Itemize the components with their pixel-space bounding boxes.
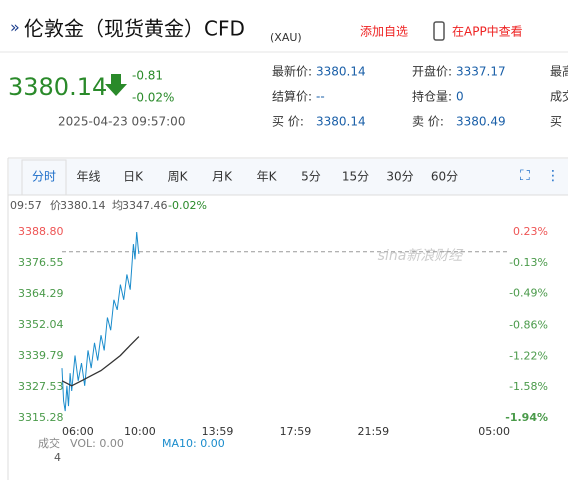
tab-bar [9, 159, 568, 195]
code: (XAU) [270, 31, 302, 44]
info-value: 3380.14 [316, 65, 366, 79]
y-tick-label: 3339.79 [18, 349, 64, 362]
down-arrow [105, 74, 127, 96]
chart-info: 3347.46 [122, 199, 168, 212]
watermark: sina新浪财经 [378, 248, 465, 264]
x-tick-label: 05:00 [478, 425, 510, 438]
y-tick-label: 3315.28 [18, 411, 64, 424]
x-tick-label: 06:00 [62, 425, 94, 438]
volume-label: 成交 [38, 436, 60, 450]
info-label: 最新价: [272, 64, 312, 79]
x-tick-label: 21:59 [357, 425, 389, 438]
tab-active [21, 159, 67, 196]
fullscreen-icon[interactable]: ⛶ [520, 168, 530, 184]
tab[interactable]: 30分 [386, 170, 413, 184]
info-value: 3380.14 [316, 115, 366, 129]
info-label: 开盘价: [412, 64, 452, 79]
phone-icon [433, 21, 445, 41]
info-label: 最高 [550, 64, 568, 79]
open-app[interactable]: 在APP中查看 [452, 24, 523, 39]
info-value: 3380.49 [456, 115, 506, 129]
tab[interactable]: 月K [212, 170, 233, 184]
y-tick-label: 3388.80 [18, 225, 64, 238]
change: -0.81 [132, 69, 163, 83]
y2-tick-label: 0.23% [513, 225, 548, 238]
y-tick-label: 3376.55 [18, 256, 64, 269]
info-label: 买 价: [272, 115, 304, 129]
title: 伦敦金（现货黄金）CFD [24, 17, 245, 41]
price-line [61, 231, 140, 412]
y-tick-label: 3327.53 [18, 380, 64, 393]
prefix: » [10, 18, 20, 37]
tab[interactable]: 5分 [301, 170, 321, 184]
y-tick-label: 3352.04 [18, 318, 64, 331]
tab[interactable]: 15分 [342, 170, 369, 184]
tab[interactable]: 60分 [431, 170, 458, 184]
y2-tick-label: -0.49% [509, 287, 548, 300]
y2-tick-label: -0.13% [509, 256, 548, 269]
chart-info: 均 [112, 199, 123, 212]
quote-time: 2025-04-23 09:57:00 [58, 115, 185, 129]
volume-ma: MA10: 0.00 [162, 437, 225, 450]
info-label: 成交 [550, 89, 568, 104]
tab[interactable]: 分时 [32, 170, 56, 184]
y2-tick-label: -1.94% [505, 411, 548, 424]
tab[interactable]: 日K [123, 170, 144, 184]
info-label: 结算价: [272, 89, 312, 104]
info-label: 卖 价: [412, 115, 444, 129]
chart-info: -0.02% [168, 199, 207, 212]
y2-tick-label: -0.86% [509, 318, 548, 331]
volume-vol: VOL: 0.00 [70, 437, 124, 450]
chart-info: 3380.14 [60, 199, 106, 212]
price: 3380.14 [8, 73, 107, 101]
info-value: 3337.17 [456, 65, 506, 79]
change-pct: -0.02% [132, 91, 174, 105]
y2-tick-label: -1.58% [509, 380, 548, 393]
info-label: 买 [550, 115, 562, 129]
add-watch[interactable]: 添加自选 [360, 25, 408, 39]
info-value: 0 [456, 90, 464, 104]
x-tick-label: 13:59 [202, 425, 234, 438]
tab[interactable]: 年线 [76, 170, 100, 184]
info-label: 持仓量: [412, 89, 452, 104]
y2-tick-label: -1.22% [509, 349, 548, 362]
x-tick-label: 17:59 [280, 425, 312, 438]
tab[interactable]: 周K [168, 170, 189, 184]
tab[interactable]: 年K [257, 170, 278, 184]
x-tick-label: 10:00 [124, 425, 156, 438]
info-value: -- [316, 90, 325, 104]
volume-count: 4 [54, 451, 61, 464]
y-tick-label: 3364.29 [18, 287, 64, 300]
chart-info: 09:57 [10, 199, 42, 212]
more-icon[interactable]: ⋮ [546, 168, 560, 184]
chart-info: 价 [50, 199, 61, 212]
average-line [61, 336, 140, 387]
